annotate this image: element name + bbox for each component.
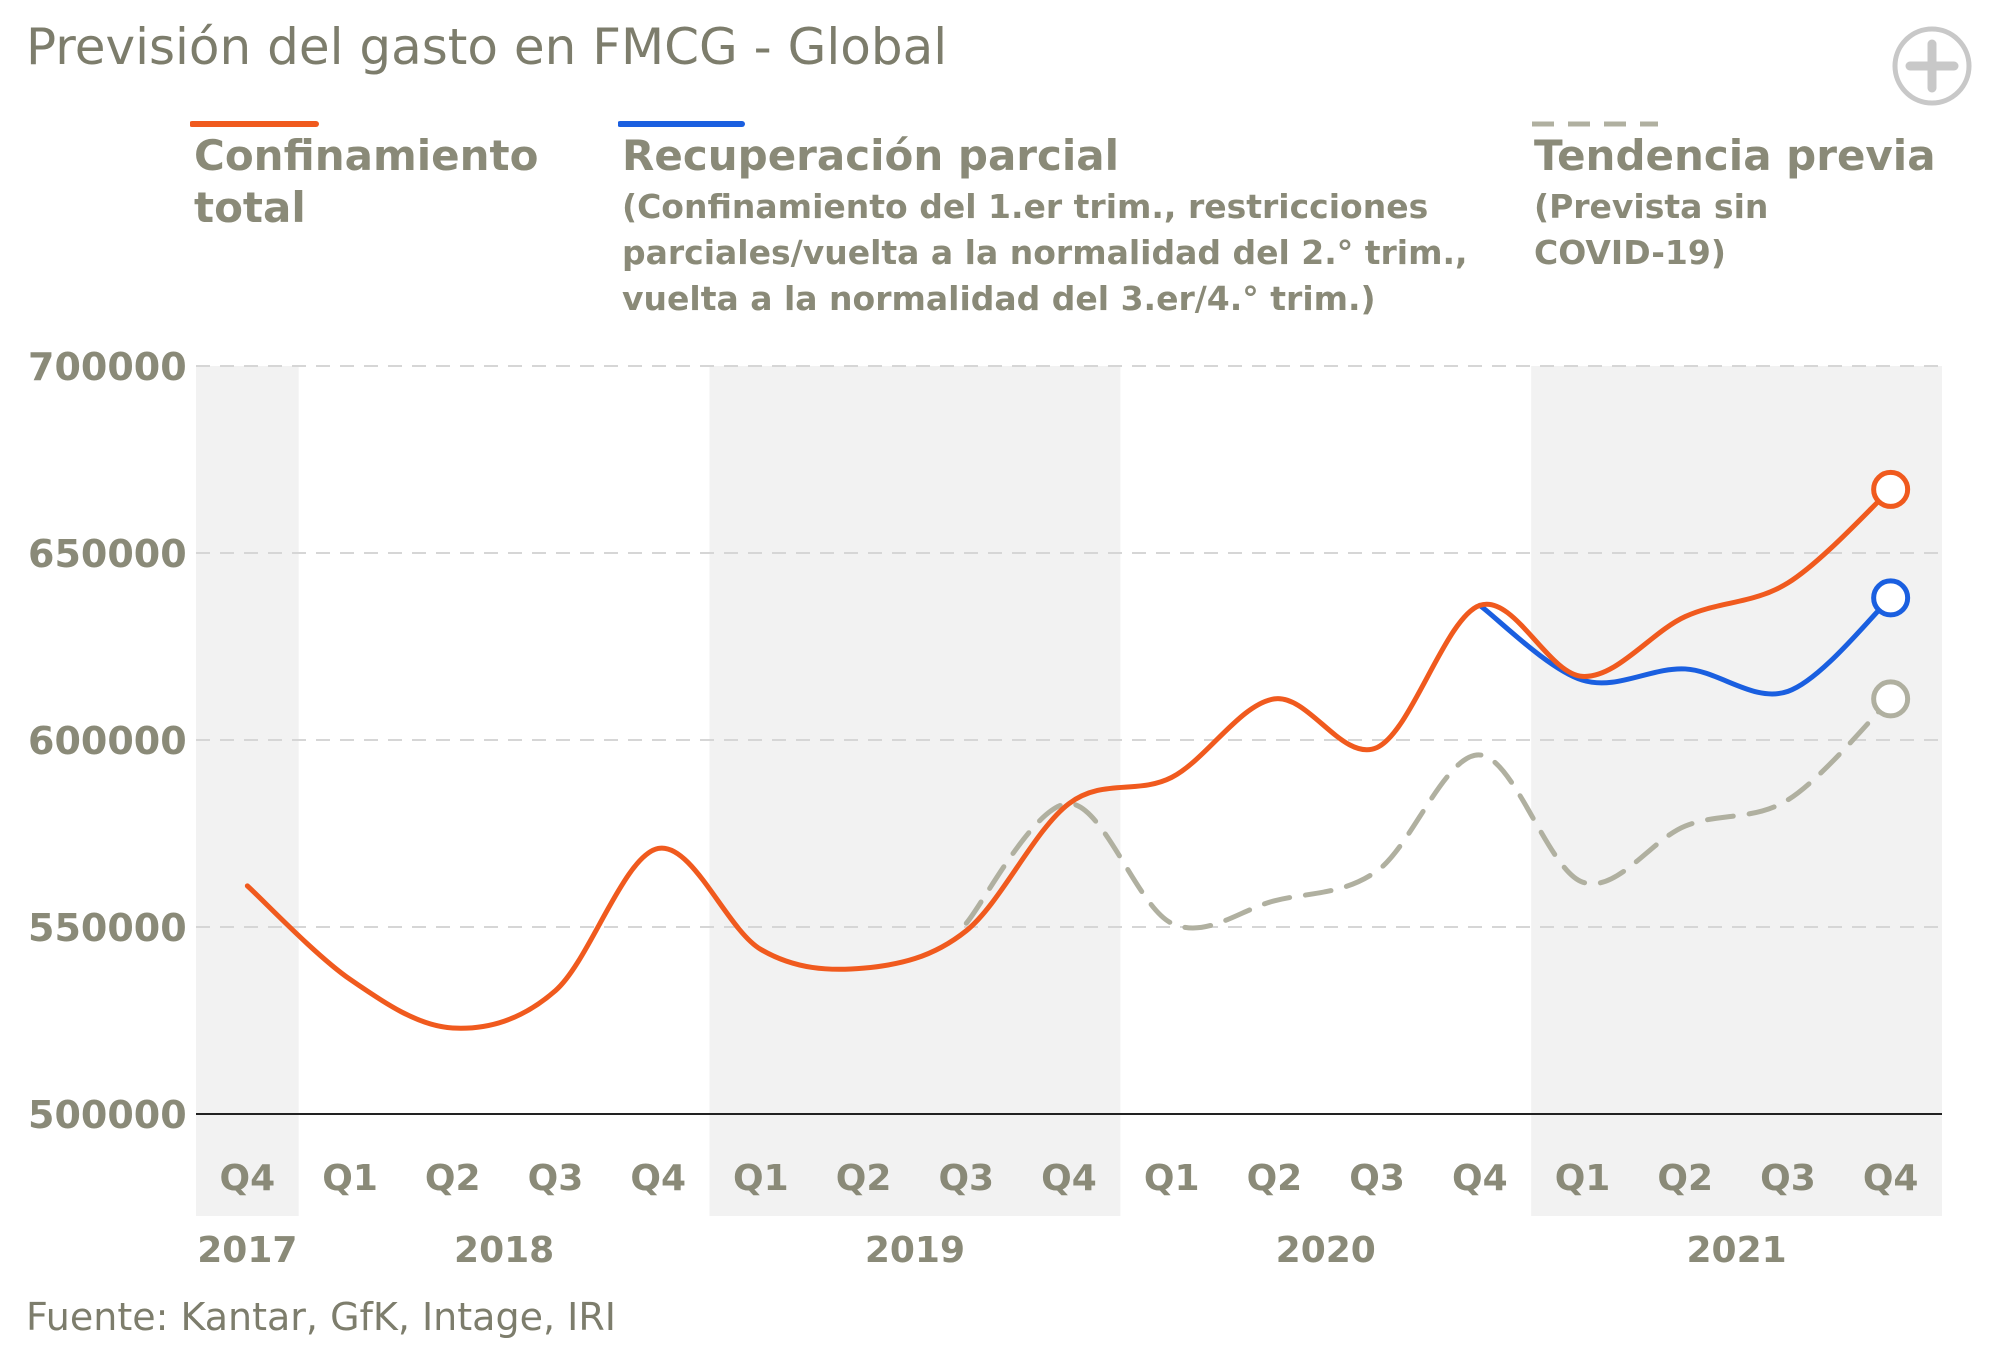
- legend-label: Recuperación parcial: [622, 131, 1120, 180]
- year-label: 2020: [1276, 1230, 1376, 1271]
- x-tick-label: Q1: [322, 1158, 378, 1199]
- year-band-2021: [1531, 366, 1942, 1216]
- chart-title: Previsión del gasto en FMCG - Global: [26, 18, 948, 76]
- series-end-marker: [1871, 679, 1911, 719]
- legend-description: (Confinamiento del 1.er trim., restricci…: [622, 187, 1468, 318]
- year-label: 2019: [865, 1230, 965, 1271]
- legend-swatch-dashed-gray: [1532, 121, 1658, 127]
- year-band-2019: [709, 366, 1121, 1216]
- legend-swatch-solid-orange: [190, 121, 319, 127]
- y-tick-label: 550000: [28, 906, 187, 950]
- series-line-tendencia-previa: [963, 696, 1894, 931]
- series-line-confinamiento-total: [244, 486, 1894, 1031]
- x-tick-label: Q1: [1555, 1158, 1611, 1199]
- y-tick-label: 500000: [28, 1093, 187, 1137]
- x-tick-label: Q3: [938, 1158, 994, 1199]
- year-label: 2018: [454, 1230, 554, 1271]
- year-label: 2017: [197, 1230, 297, 1271]
- y-tick-label: 700000: [28, 345, 187, 389]
- x-tick-label: Q3: [528, 1158, 584, 1199]
- source-note: Fuente: Kantar, GfK, Intage, IRI: [26, 1295, 616, 1339]
- series-line-recuperación-parcial: [1477, 595, 1894, 697]
- x-tick-label: Q2: [836, 1158, 892, 1199]
- legend-description: (Prevista sin COVID-19): [1534, 187, 1769, 272]
- year-band-2017: [196, 366, 299, 1216]
- y-tick-label: 650000: [28, 532, 187, 576]
- x-tick-label: Q3: [1349, 1158, 1405, 1199]
- x-tick-label: Q4: [630, 1158, 686, 1199]
- year-label: 2021: [1686, 1230, 1786, 1271]
- x-tick-label: Q4: [220, 1158, 276, 1199]
- x-tick-label: Q4: [1452, 1158, 1508, 1199]
- series-end-marker: [1871, 469, 1911, 509]
- legend-label: Confinamiento total: [194, 131, 539, 232]
- x-tick-label: Q4: [1863, 1158, 1919, 1199]
- legend-label: Tendencia previa: [1534, 131, 1936, 180]
- series-end-marker: [1871, 578, 1911, 618]
- legend-swatch-solid-blue: [618, 121, 745, 127]
- y-tick-label: 600000: [28, 719, 187, 763]
- x-tick-label: Q2: [425, 1158, 481, 1199]
- x-tick-label: Q2: [1657, 1158, 1713, 1199]
- x-tick-label: Q4: [1041, 1158, 1097, 1199]
- plus-circle-icon[interactable]: [1890, 24, 1974, 108]
- x-tick-label: Q1: [1144, 1158, 1200, 1199]
- x-tick-label: Q1: [733, 1158, 789, 1199]
- x-tick-label: Q2: [1247, 1158, 1303, 1199]
- x-tick-label: Q3: [1760, 1158, 1816, 1199]
